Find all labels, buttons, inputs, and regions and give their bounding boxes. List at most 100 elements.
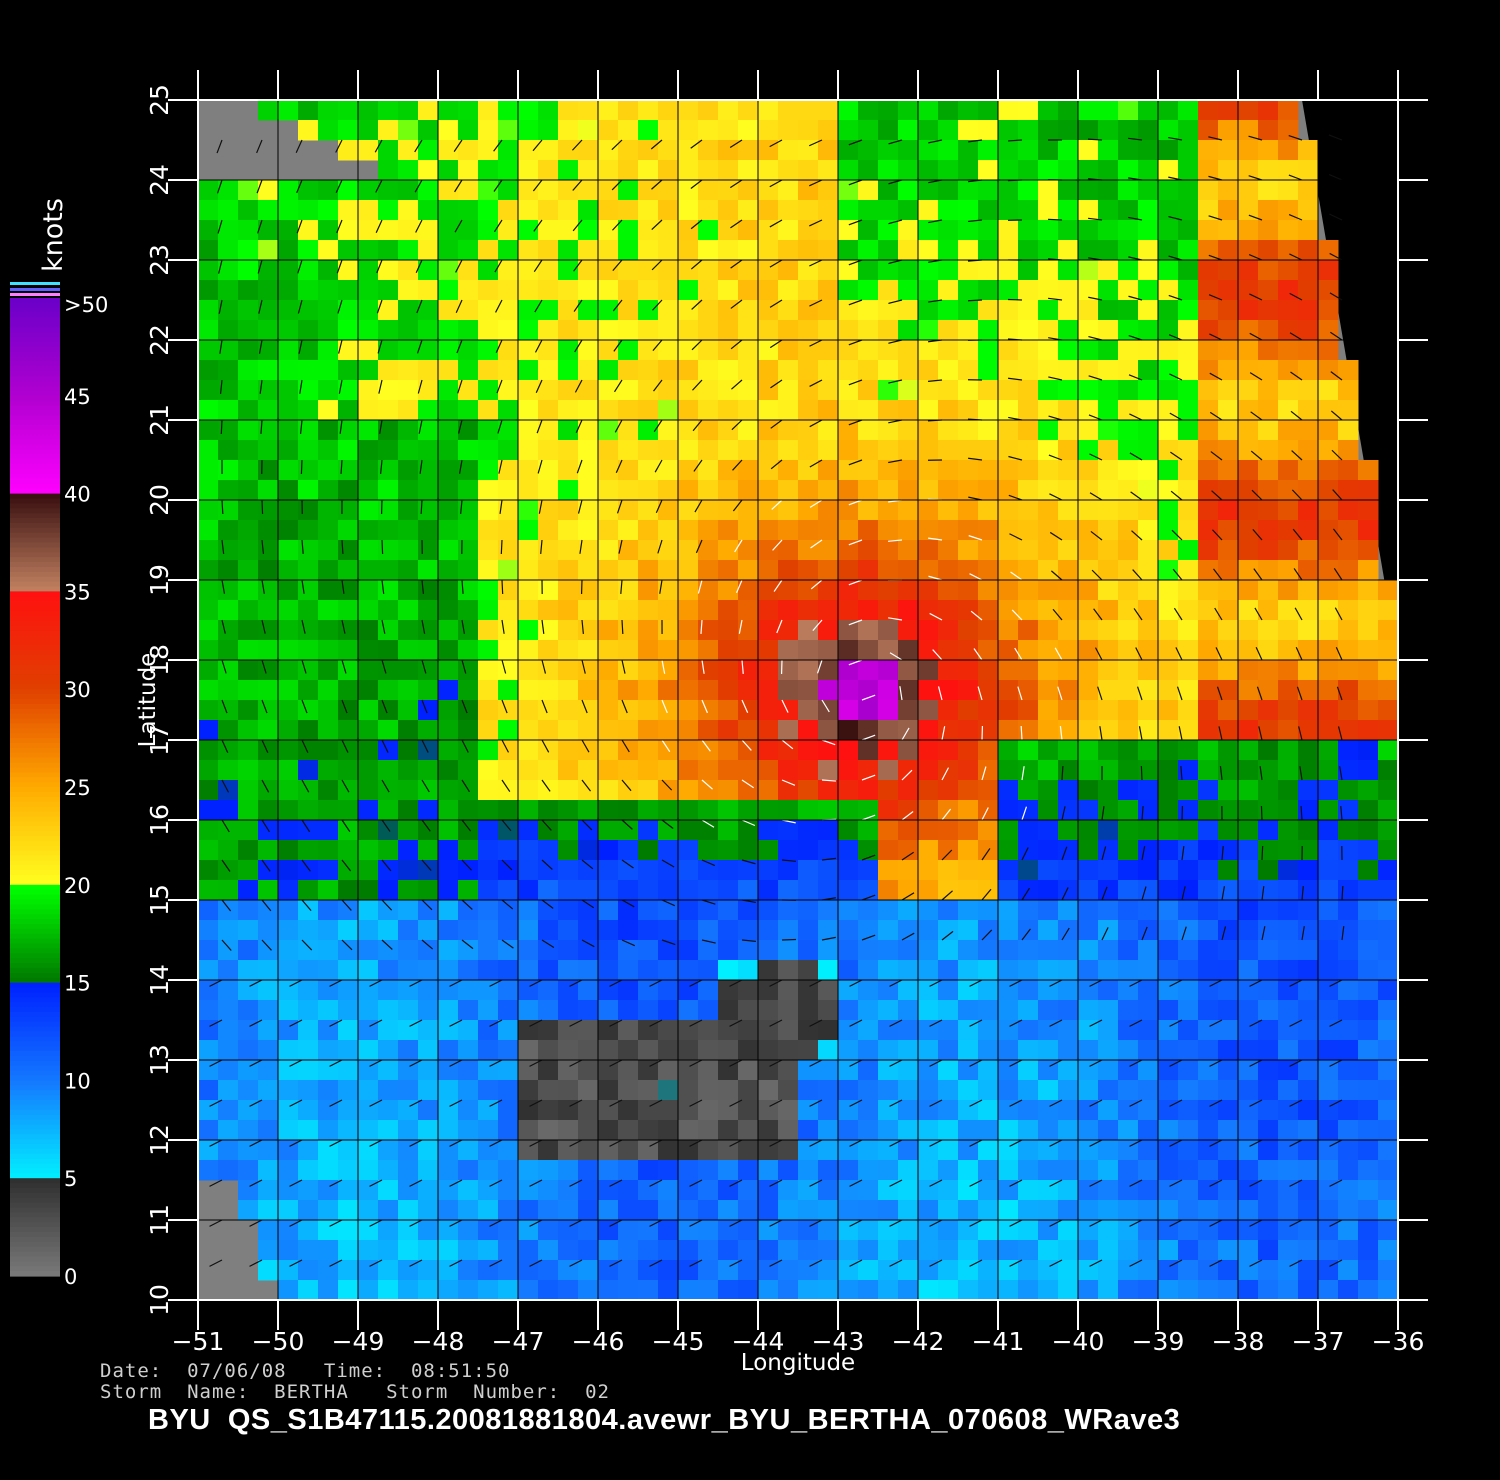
wind-cell <box>1018 800 1039 821</box>
wind-cell <box>618 760 639 781</box>
wind-cell <box>1118 680 1139 701</box>
wind-cell <box>478 1280 499 1301</box>
wind-cell <box>1138 260 1159 281</box>
wind-cell <box>1138 320 1159 341</box>
wind-cell <box>998 240 1019 261</box>
wind-cell <box>278 260 299 281</box>
wind-cell <box>1178 1000 1199 1021</box>
wind-cell <box>1118 900 1139 921</box>
wind-cell <box>1198 520 1219 541</box>
wind-barb <box>489 1019 503 1027</box>
wind-cell <box>258 360 279 381</box>
wind-cell <box>658 500 679 521</box>
wind-cell <box>998 1240 1019 1261</box>
wind-cell <box>578 540 599 561</box>
wind-cell <box>378 660 399 681</box>
wind-cell <box>238 920 259 941</box>
wind-barb <box>1021 847 1029 861</box>
colorbar-step <box>10 698 60 705</box>
wind-cell <box>998 140 1019 161</box>
wind-barb <box>289 979 303 987</box>
wind-cell <box>618 1100 639 1121</box>
wind-cell <box>1098 600 1119 621</box>
wind-barb <box>888 179 903 185</box>
wind-cell <box>778 160 799 181</box>
wind-cell <box>378 1280 399 1301</box>
wind-cell <box>898 400 919 421</box>
wind-cell <box>1338 1000 1359 1021</box>
wind-cell <box>298 420 319 441</box>
wind-cell <box>538 400 559 421</box>
colorbar-step <box>10 1217 60 1223</box>
wind-cell <box>1078 880 1099 901</box>
wind-cell <box>418 180 439 201</box>
wind-cell <box>1358 980 1379 1001</box>
wind-cell <box>1218 320 1239 341</box>
wind-cell <box>398 120 419 141</box>
wind-cell <box>218 1120 239 1141</box>
wind-cell <box>1358 520 1379 541</box>
wind-cell <box>678 960 699 981</box>
wind-barb <box>1289 1139 1303 1147</box>
wind-cell <box>1038 920 1059 941</box>
wind-cell <box>678 500 699 521</box>
wind-cell <box>638 300 659 321</box>
wind-cell <box>238 340 259 361</box>
wind-cell <box>898 1140 919 1161</box>
wind-barb <box>257 259 263 274</box>
wind-cell <box>1358 1260 1379 1281</box>
wind-cell <box>818 240 839 261</box>
wind-cell <box>738 760 759 781</box>
wind-cell <box>838 1240 859 1261</box>
wind-barb <box>374 139 383 153</box>
colorbar-step <box>10 547 60 553</box>
wind-cell <box>718 320 739 341</box>
wind-cell <box>818 1140 839 1161</box>
wind-cell <box>1018 340 1039 361</box>
wind-cell <box>1118 1060 1139 1081</box>
wind-cell <box>218 360 239 381</box>
wind-cell <box>1118 520 1139 541</box>
wind-cell <box>1118 440 1139 461</box>
wind-cell <box>238 1180 259 1201</box>
wind-cell <box>858 240 879 261</box>
wind-cell <box>218 780 239 801</box>
wind-cell <box>898 100 919 121</box>
wind-cell <box>1098 900 1119 921</box>
wind-barb <box>261 699 268 714</box>
wind-cell <box>258 460 279 481</box>
wind-cell <box>338 120 359 141</box>
wind-barb <box>296 179 303 194</box>
wind-barb <box>257 219 263 234</box>
wind-cell <box>758 100 779 121</box>
colorbar-step <box>10 571 60 578</box>
wind-cell <box>798 1020 819 1041</box>
wind-cell <box>1038 620 1059 641</box>
wind-cell <box>1198 1100 1219 1121</box>
wind-cell <box>918 140 939 161</box>
wind-cell <box>518 1160 539 1181</box>
wind-cell <box>678 1120 699 1141</box>
wind-cell <box>1118 280 1139 301</box>
wind-cell <box>378 960 399 981</box>
wind-cell <box>1218 780 1239 801</box>
wind-cell <box>1338 880 1359 901</box>
wind-cell <box>978 600 999 621</box>
wind-cell <box>558 100 579 121</box>
wind-cell <box>378 440 399 461</box>
wind-cell <box>518 820 539 841</box>
wind-cell <box>678 560 699 581</box>
wind-cell <box>598 600 619 621</box>
wind-cell <box>718 220 739 241</box>
wind-cell <box>1238 980 1259 1001</box>
wind-cell <box>878 140 899 161</box>
wind-cell <box>1038 280 1059 301</box>
wind-cell <box>198 540 219 561</box>
wind-cell <box>1058 280 1079 301</box>
wind-cell <box>578 400 599 421</box>
wind-cell <box>598 540 619 561</box>
wind-cell <box>538 1080 559 1101</box>
wind-barb <box>928 139 943 144</box>
wind-barb <box>781 859 796 862</box>
wind-cell <box>1178 100 1199 121</box>
